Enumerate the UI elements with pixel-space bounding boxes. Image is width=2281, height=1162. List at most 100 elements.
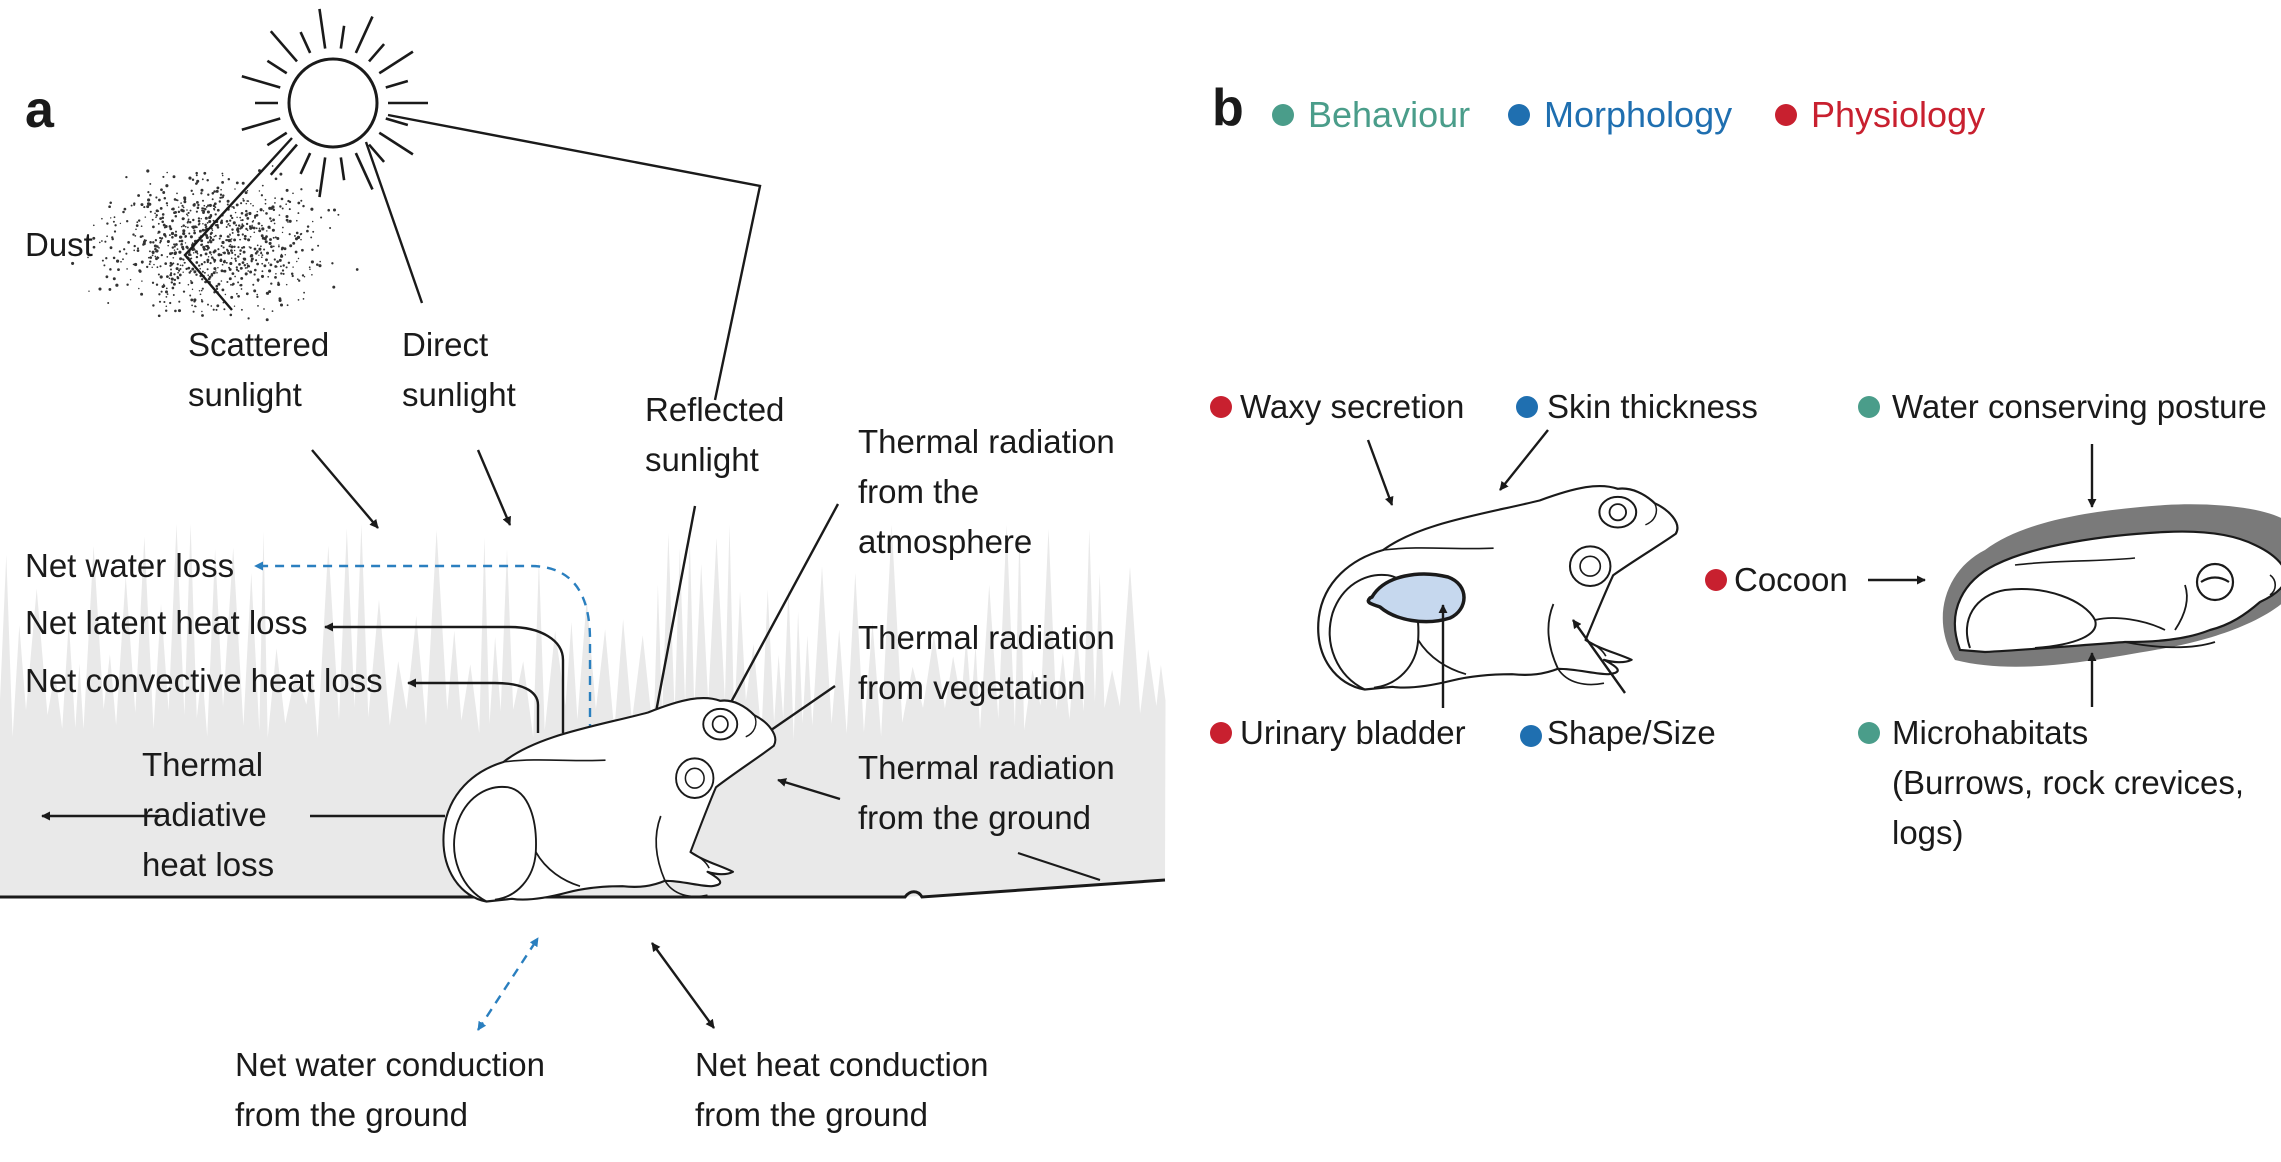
arrow-scattered-sunlight (311, 449, 379, 529)
dust-particle (229, 313, 233, 317)
dust-particle (210, 305, 213, 307)
dust-particle (118, 250, 122, 253)
dust-particle (281, 269, 285, 272)
thermal-atmosphere-label-1: Thermal radiation (858, 423, 1115, 460)
dust-particle (220, 253, 223, 257)
legend-dot-behaviour (1272, 104, 1294, 126)
dust-particle (195, 171, 198, 175)
dust-particle (301, 274, 305, 277)
dust-particle (136, 221, 139, 224)
dust-particle (192, 193, 195, 196)
dust-particle (193, 270, 197, 274)
dust-particle (116, 259, 120, 263)
dust-particle (213, 249, 217, 253)
dust-particle (302, 204, 305, 208)
dot-skin-thickness (1516, 396, 1538, 418)
dust-particle (274, 236, 277, 239)
dust-cloud-icon (71, 165, 359, 322)
dust-particle (87, 256, 89, 259)
dust-particle (169, 227, 173, 231)
dust-particle (175, 267, 179, 271)
dust-particle (253, 231, 256, 234)
dust-particle (112, 256, 116, 260)
dust-particle (188, 176, 192, 180)
dust-particle (264, 198, 267, 201)
dust-particle (223, 308, 226, 311)
dust-particle (291, 274, 294, 278)
dust-particle (280, 254, 284, 258)
sun-ray (318, 157, 327, 198)
dust-particle (306, 225, 310, 228)
dust-particle (337, 213, 340, 216)
dust-particle (279, 172, 283, 176)
dust-particle (221, 172, 224, 175)
dust-particle (187, 218, 190, 221)
dust-particle (122, 258, 124, 261)
dust-particle (205, 205, 208, 208)
dust-particle (206, 248, 209, 251)
dust-particle (280, 248, 284, 251)
dust-particle (275, 272, 277, 275)
dust-particle (206, 222, 209, 224)
dust-particle (235, 181, 239, 185)
net-convective-heat-loss-label: Net convective heat loss (25, 662, 383, 699)
dust-particle (256, 262, 259, 266)
dust-particle (231, 272, 235, 275)
dust-particle (227, 177, 231, 181)
dust-particle (246, 262, 249, 265)
dust-particle (311, 273, 313, 276)
dust-particle (285, 218, 289, 222)
dust-particle (157, 273, 160, 276)
dust-particle (310, 260, 314, 264)
dust-particle (184, 242, 187, 244)
dust-particle (245, 222, 249, 226)
dust-particle (249, 235, 252, 238)
dust-particle (169, 301, 172, 305)
dust-particle (101, 217, 103, 220)
dust-particle (264, 202, 267, 205)
dust-particle (173, 211, 176, 214)
dust-particle (136, 249, 140, 252)
dust-particle (163, 224, 165, 227)
dust-particle (149, 256, 153, 259)
dust-particle (115, 283, 119, 287)
dust-particle (204, 207, 207, 211)
reflected-sunlight-ray (387, 113, 762, 401)
microhabitats-label-3: logs) (1892, 814, 1964, 851)
dust-particle (239, 216, 242, 219)
dust-particle (170, 268, 172, 271)
dust-particle (310, 207, 314, 211)
dust-particle (112, 277, 116, 281)
dust-particle (290, 272, 294, 276)
dust-particle (169, 273, 173, 277)
dust-particle (258, 254, 260, 257)
dust-particle (236, 292, 238, 295)
dust-particle (109, 268, 112, 270)
dust-particle (159, 241, 162, 244)
dust-particle (282, 264, 285, 267)
dust-particle (233, 249, 236, 252)
dust-particle (256, 293, 259, 296)
dust-particle (209, 261, 212, 265)
dust-particle (165, 202, 169, 205)
dust-particle (303, 291, 305, 294)
dust-particle (71, 261, 75, 265)
dust-particle (160, 290, 163, 293)
dust-particle (101, 240, 103, 242)
dust-particle (263, 248, 266, 251)
dust-particle (132, 263, 135, 266)
dust-particle (286, 304, 289, 307)
dust-particle (241, 233, 244, 236)
arrow-waxy-secretion (1366, 439, 1394, 506)
dust-particle (112, 220, 115, 223)
dust-particle (228, 245, 231, 248)
dust-particle (296, 278, 299, 281)
dust-particle (302, 298, 305, 300)
water-conserving-posture-label: Water conserving posture (1892, 388, 2267, 425)
dust-particle (206, 258, 210, 262)
dust-particle (285, 283, 288, 286)
dust-particle (126, 220, 129, 223)
dust-particle (271, 310, 274, 312)
dust-particle (98, 241, 101, 244)
dust-particle (182, 206, 185, 209)
